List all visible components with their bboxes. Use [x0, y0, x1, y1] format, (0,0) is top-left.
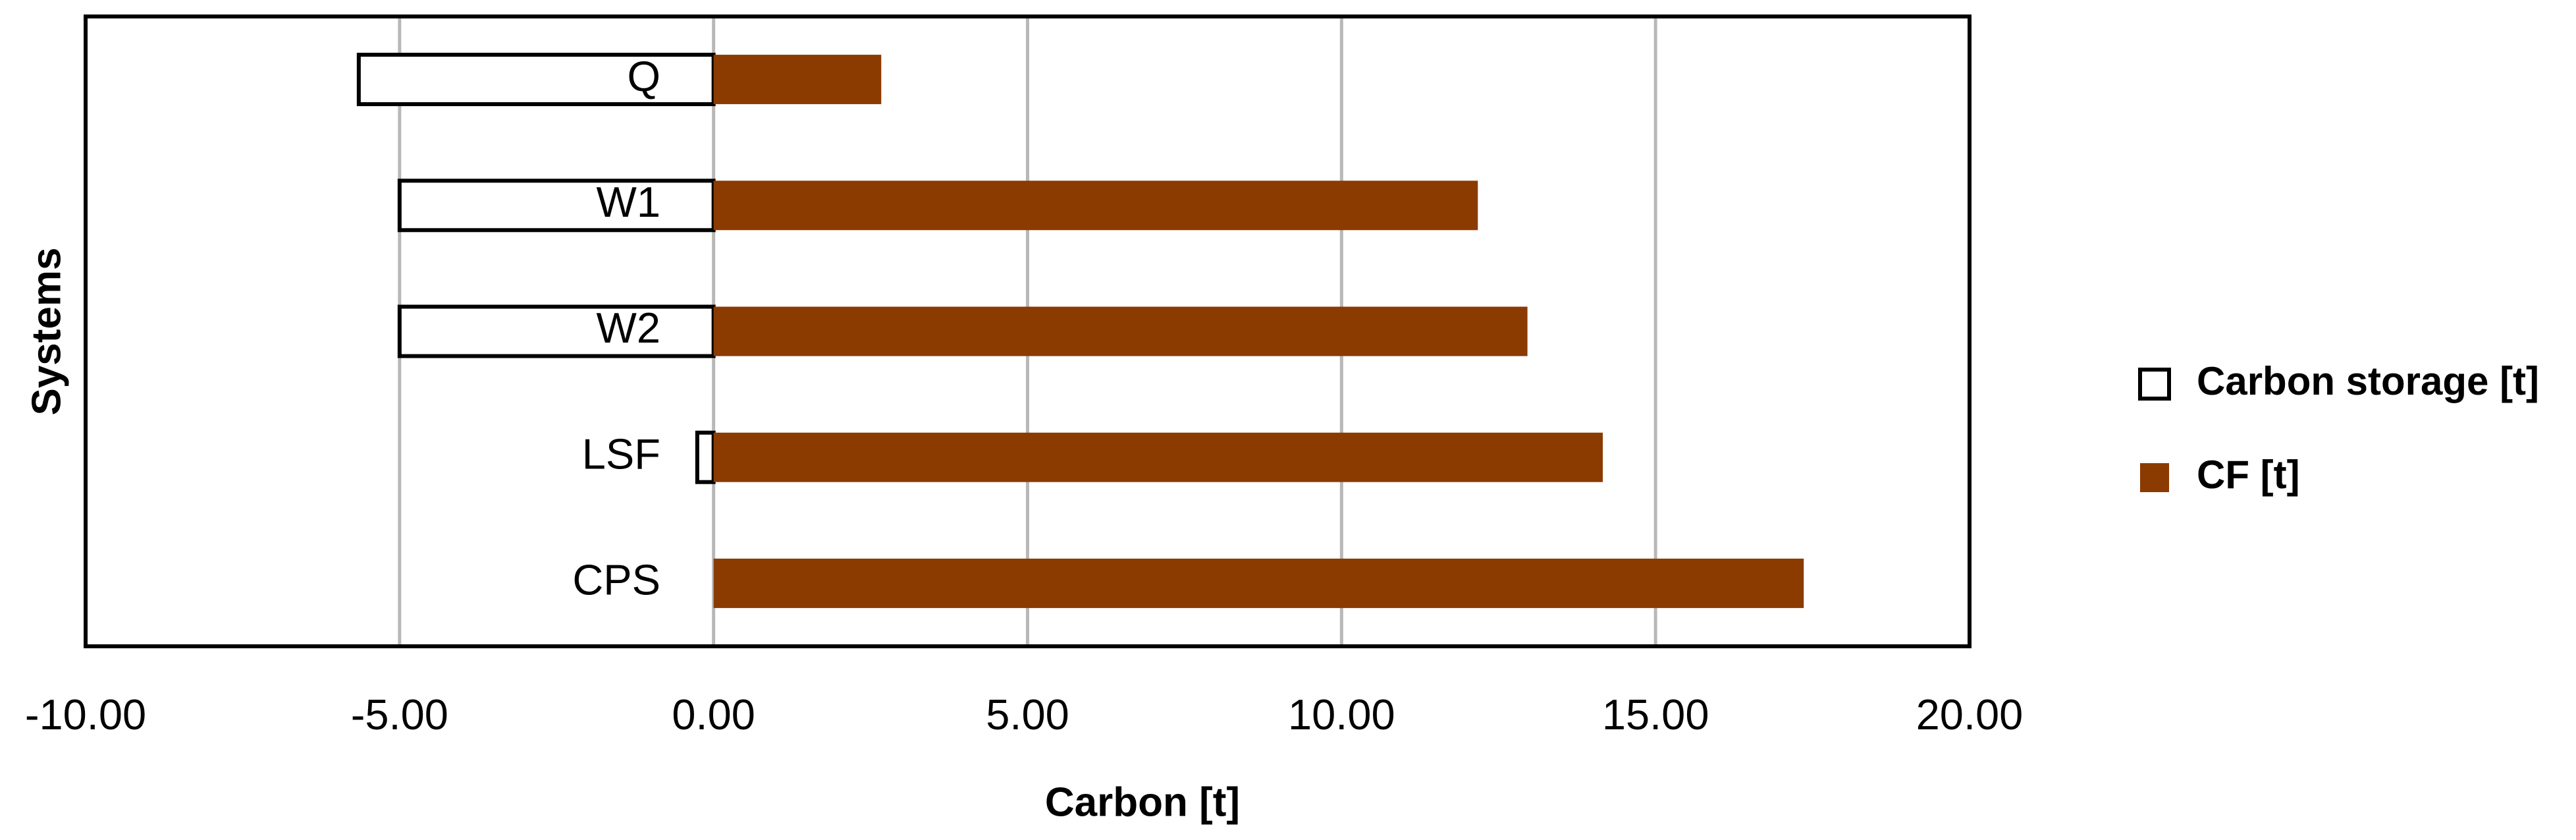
- y-tick-label: CPS: [572, 556, 660, 604]
- bar: [713, 55, 882, 105]
- bar: [713, 181, 1478, 231]
- bar: [713, 432, 1603, 482]
- bar: [397, 179, 716, 233]
- y-tick-label: Q: [627, 52, 660, 100]
- y-tick-label: LSF: [582, 430, 660, 478]
- legend-label: CF [t]: [2197, 453, 2300, 497]
- x-tick-label: 5.00: [986, 690, 1069, 739]
- x-tick-label: 15.00: [1602, 690, 1709, 739]
- bar: [356, 53, 716, 107]
- plot-border: [84, 14, 1972, 648]
- x-tick-label: -5.00: [351, 690, 448, 739]
- x-tick-label: 10.00: [1288, 690, 1395, 739]
- x-axis-title: Carbon [t]: [1045, 779, 1240, 825]
- legend-swatch: [2138, 368, 2171, 401]
- x-tick-label: 20.00: [1916, 690, 2024, 739]
- legend-label: Carbon storage [t]: [2197, 359, 2539, 403]
- x-tick-label: 0.00: [672, 690, 755, 739]
- legend-swatch: [2140, 463, 2169, 492]
- bar: [695, 430, 716, 484]
- y-axis-title: Systems: [24, 247, 69, 415]
- y-tick-label: W1: [597, 178, 661, 226]
- x-tick-label: -10.00: [25, 690, 146, 739]
- bar: [713, 306, 1528, 356]
- bar: [397, 304, 716, 358]
- bar: [713, 558, 1804, 608]
- y-tick-label: W2: [597, 304, 661, 352]
